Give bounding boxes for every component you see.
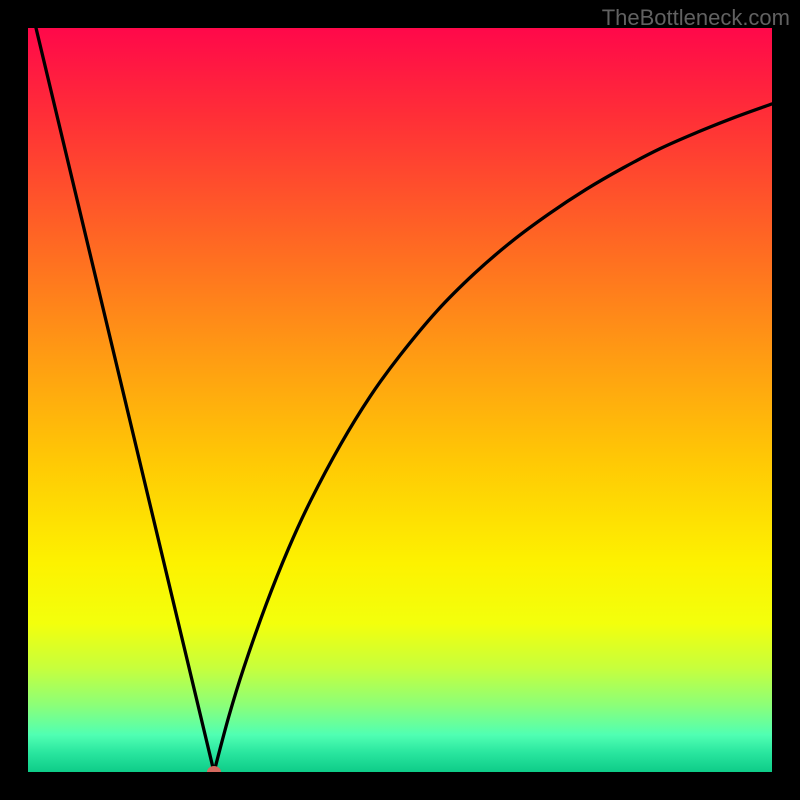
watermark-text: TheBottleneck.com [602,5,790,31]
chart-stage: TheBottleneck.com [0,0,800,800]
plot-area [28,28,772,772]
gradient-background [28,28,772,772]
plot-svg [28,28,772,772]
